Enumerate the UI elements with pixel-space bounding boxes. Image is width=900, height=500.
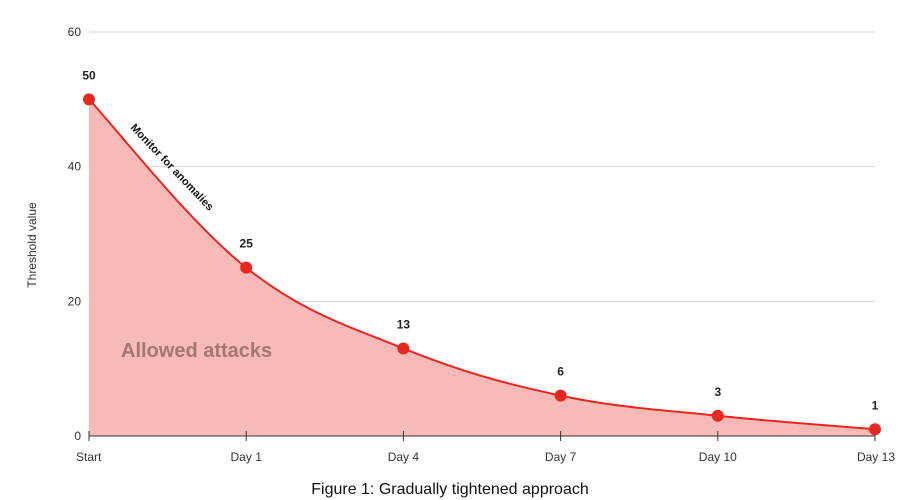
data-point-day-10: [711, 409, 724, 422]
y-tick-label: 0: [74, 429, 81, 443]
label-layer: 50 25 13 6 3 1: [82, 68, 878, 412]
data-point-day-1: [240, 261, 253, 274]
marker-layer: [83, 93, 881, 436]
data-label: 1: [872, 398, 879, 412]
y-axis-title: Threshold value: [25, 202, 39, 288]
data-label: 50: [82, 68, 96, 82]
x-tick-label: Day 10: [699, 450, 737, 464]
x-tick-label: Day 4: [388, 450, 420, 464]
data-point-day-7: [554, 389, 567, 402]
data-point-start: [83, 93, 95, 106]
data-point-day-13: [869, 423, 881, 436]
y-tick-label: 60: [68, 25, 82, 39]
data-label: 13: [397, 317, 411, 331]
x-tick-label: Start: [76, 450, 102, 464]
data-label: 6: [557, 365, 564, 379]
axis-layer: 0 20 40 60 Start Day 1 Day 4 Day 7 Day 10 Day 13: [68, 25, 896, 464]
x-tick-label: Day 7: [545, 450, 577, 464]
data-point-day-4: [397, 342, 410, 355]
area-annotation: Allowed attacks: [121, 340, 272, 362]
x-tick-label: Day 13: [857, 450, 895, 464]
series-line: [88, 98, 876, 431]
data-label: 3: [714, 385, 721, 399]
y-tick-label: 20: [68, 294, 82, 308]
data-label: 25: [240, 237, 254, 251]
area-fill: [89, 99, 875, 436]
y-tick-label: 40: [68, 160, 82, 174]
x-tick-label: Day 1: [231, 450, 263, 464]
figure-caption: Figure 1: Gradually tightened approach: [311, 481, 589, 498]
